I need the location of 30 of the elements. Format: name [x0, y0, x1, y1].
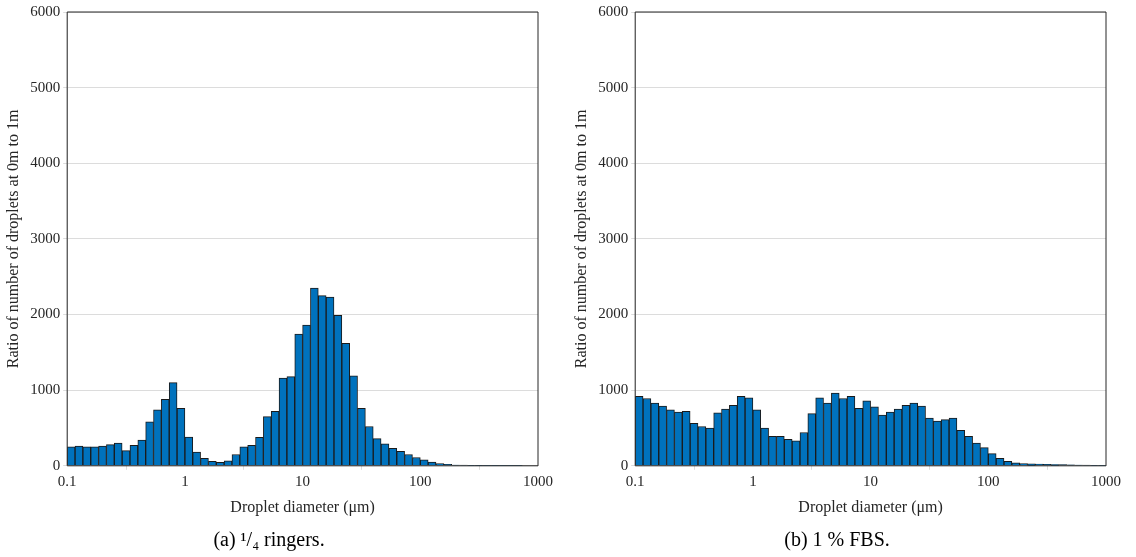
x-tick-label: 1000: [1091, 472, 1121, 489]
text: (a) ¹/₄ ringers.: [213, 528, 325, 552]
x-tick-label: 0.1: [625, 472, 645, 489]
x-tick-label: 1000: [523, 472, 553, 489]
y-tick-label: 0: [620, 456, 629, 473]
y-tick-label: 1000: [30, 381, 61, 398]
y-tick-label: 2000: [30, 305, 61, 322]
x-tick-label: 1: [181, 472, 189, 489]
x-tick-label: 10: [295, 472, 311, 489]
y-tick-label: 5000: [598, 78, 629, 95]
x-axis-title: Droplet diameter (μm): [798, 497, 943, 516]
y-tick-label: 4000: [598, 154, 629, 171]
x-tick-label: 1: [749, 472, 757, 489]
x-axis-title: Droplet diameter (μm): [230, 497, 375, 516]
x-tick-label: 100: [977, 472, 1000, 489]
y-tick-label: 2000: [598, 305, 629, 322]
text: (b) 1 % FBS.: [784, 528, 890, 552]
x-tick-label: 0.1: [57, 472, 77, 489]
x-tick-label: 10: [863, 472, 879, 489]
y-tick-label: 0: [52, 456, 61, 473]
y-tick-label: 6000: [30, 2, 61, 19]
y-tick-label: 6000: [598, 2, 629, 19]
y-tick-label: 1000: [598, 381, 629, 398]
y-tick-label: 3000: [30, 229, 61, 246]
y-axis-title: Ratio of number of droplets at 0m to 1m: [571, 109, 590, 369]
y-tick-label: 3000: [598, 229, 629, 246]
y-axis-title: Ratio of number of droplets at 0m to 1m: [3, 109, 22, 369]
y-tick-label: 4000: [30, 154, 61, 171]
y-tick-label: 5000: [30, 78, 61, 95]
x-tick-label: 100: [409, 472, 432, 489]
